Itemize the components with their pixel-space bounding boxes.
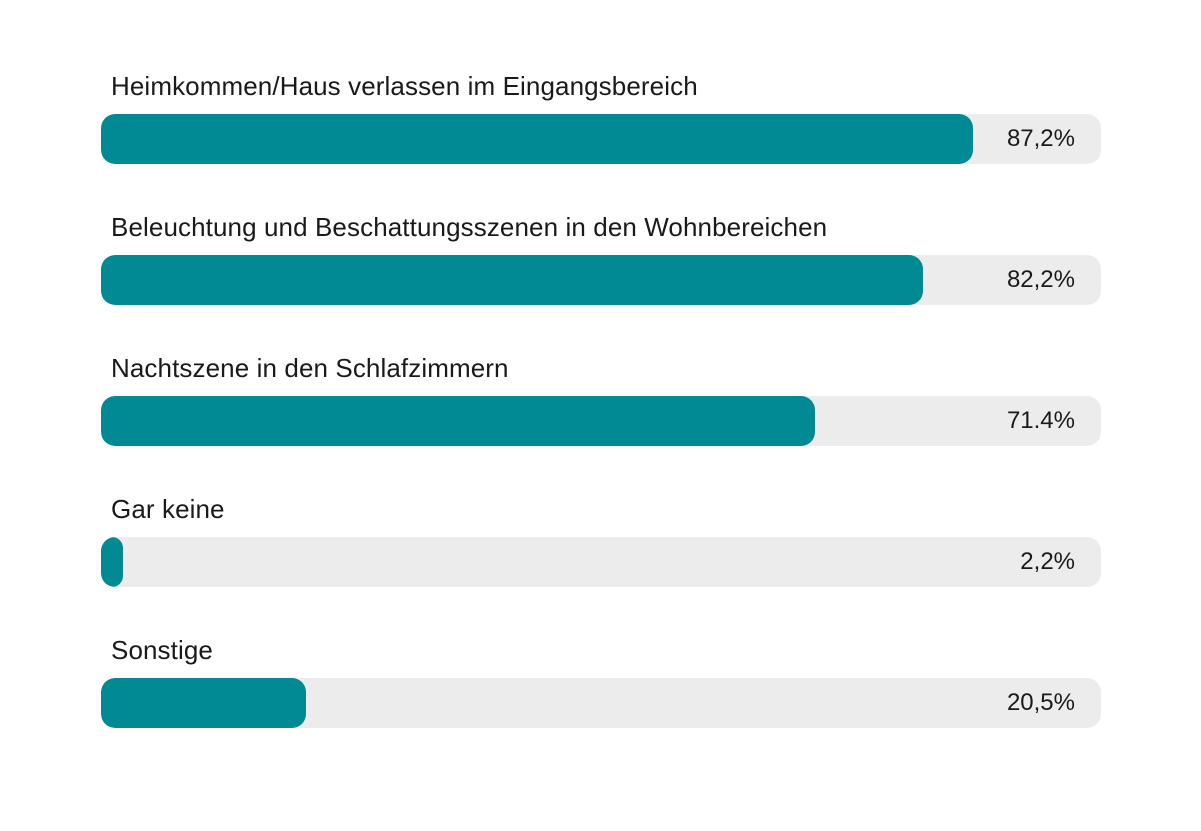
bar [101, 255, 923, 305]
bar-label: Sonstige [111, 635, 213, 665]
bar-value-label: 20,5% [1006, 689, 1075, 716]
bar [101, 114, 973, 164]
bar-value-label: 87,2% [1006, 125, 1075, 152]
bar [101, 396, 815, 446]
bar-label: Gar keine [111, 494, 225, 524]
bar-label: Heimkommen/Haus verlassen im Eingangsber… [111, 71, 698, 101]
bar-label: Beleuchtung und Beschattungsszenen in de… [111, 212, 828, 242]
bar-value-label: 2,2% [1020, 548, 1075, 575]
bar-track: 82,2% [101, 255, 1101, 305]
bar-value-label: 71.4% [1006, 407, 1075, 434]
bar-value-label: 82,2% [1006, 266, 1075, 293]
bar-track: 71.4% [101, 396, 1101, 446]
bar-row-4: Gar keine 2,2% [0, 493, 1201, 613]
bar-row-3: Nachtszene in den Schlafzimmern 71.4% [0, 352, 1201, 472]
bar-row-1: Heimkommen/Haus verlassen im Eingangsber… [0, 70, 1201, 190]
bar [101, 537, 123, 587]
bar [101, 678, 306, 728]
bar-track: 20,5% [101, 678, 1101, 728]
bar-row-2: Beleuchtung und Beschattungsszenen in de… [0, 211, 1201, 331]
bar-label: Nachtszene in den Schlafzimmern [111, 353, 509, 383]
bar-track: 2,2% [101, 537, 1101, 587]
bar-track: 87,2% [101, 114, 1101, 164]
bar-row-5: Sonstige 20,5% [0, 634, 1201, 754]
